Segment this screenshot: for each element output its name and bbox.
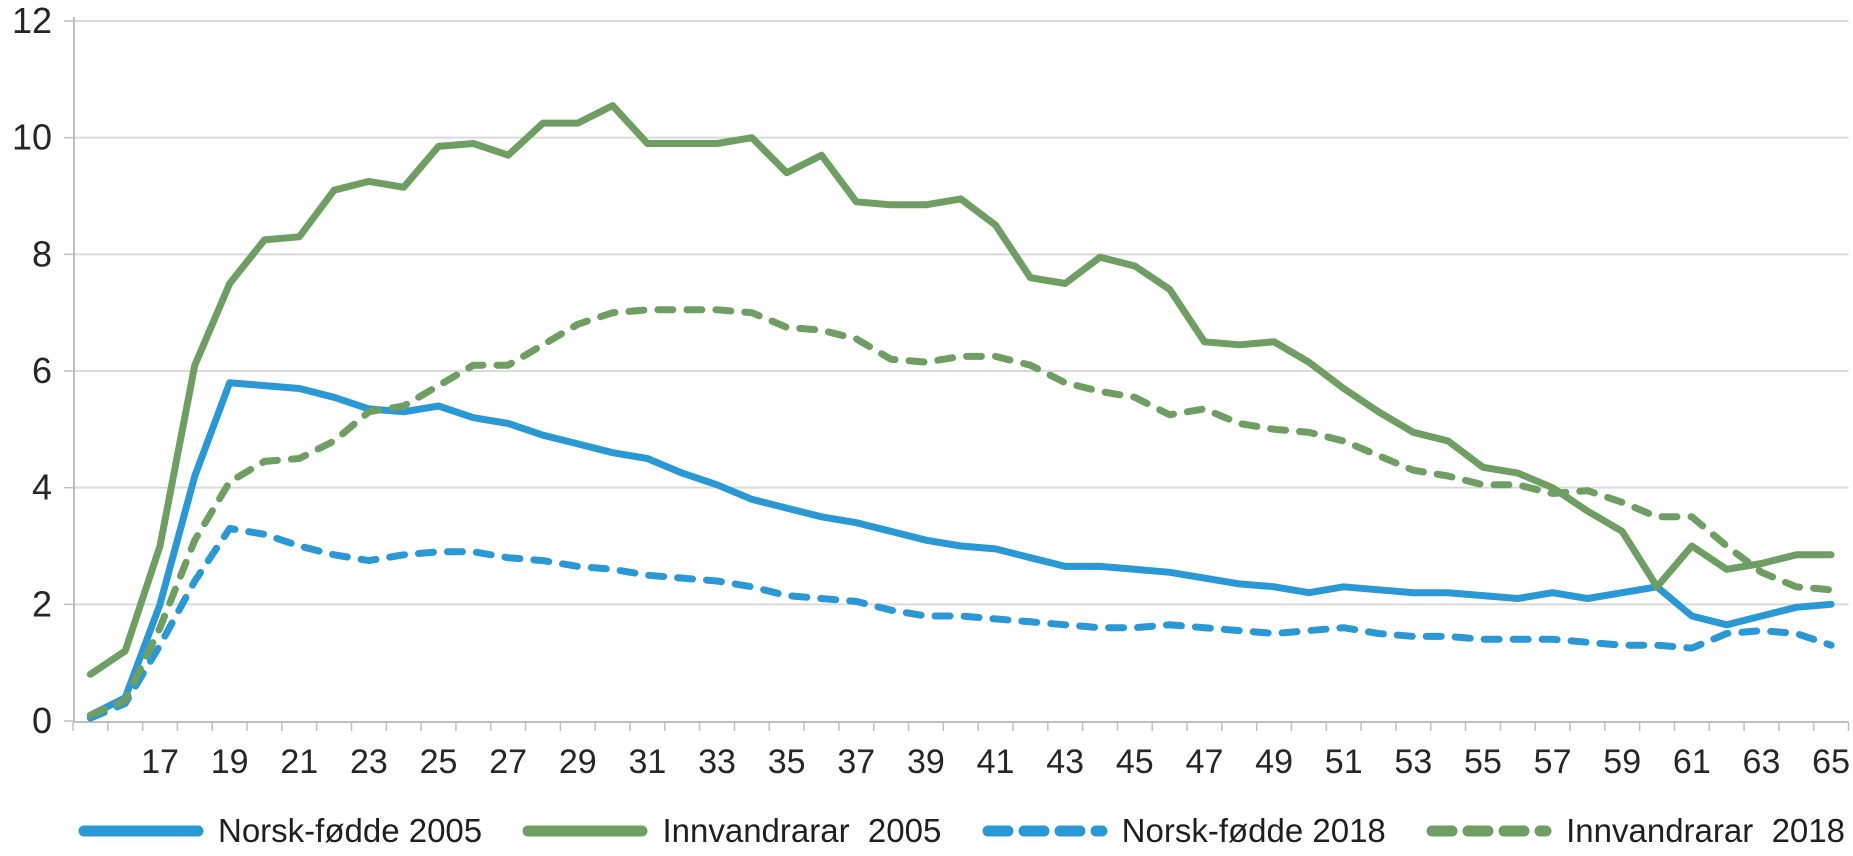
legend-item-innvandrarar-2005: Innvandrarar 2005 — [522, 812, 941, 850]
legend-label: Norsk-fødde 2018 — [1121, 812, 1386, 849]
x-axis-label: 19 — [211, 743, 249, 781]
x-axis-label: 57 — [1534, 743, 1572, 781]
x-axis-label: 65 — [1812, 743, 1850, 781]
x-axis-label: 35 — [768, 743, 806, 781]
y-axis-label: 8 — [32, 233, 52, 274]
x-axis-label: 17 — [141, 743, 179, 781]
x-axis-label: 23 — [350, 743, 388, 781]
y-axis-label: 4 — [32, 467, 52, 508]
x-axis-label: 29 — [559, 743, 597, 781]
y-axis-label: 12 — [12, 0, 52, 41]
y-axis-label: 2 — [32, 583, 52, 624]
series-line-innvandrarar-2018 — [86, 306, 1835, 719]
legend-label: Innvandrarar 2005 — [662, 812, 942, 849]
legend-label: Norsk-fødde 2005 — [218, 812, 483, 849]
x-axis-label: 51 — [1325, 743, 1363, 781]
y-axis-label: 6 — [32, 350, 52, 391]
x-axis-label: 47 — [1186, 743, 1224, 781]
x-axis-label: 41 — [977, 743, 1015, 781]
x-axis-label: 43 — [1046, 743, 1084, 781]
dashed-line-swatch-icon — [1426, 825, 1552, 837]
x-axis-label: 53 — [1394, 743, 1432, 781]
x-axis-label: 37 — [837, 743, 875, 781]
x-axis-label: 39 — [907, 743, 945, 781]
legend-item-innvandrarar-2018: Innvandrarar 2018 — [1426, 812, 1845, 850]
x-axis-label: 27 — [489, 743, 527, 781]
legend: Norsk-fødde 2005 Innvandrarar 2005 Norsk-f… — [78, 812, 1845, 850]
x-axis-label: 21 — [280, 743, 318, 781]
x-axis-label: 59 — [1603, 743, 1641, 781]
series-line-norsk-f-dde-2018 — [86, 525, 1835, 722]
x-axis-label: 61 — [1673, 743, 1711, 781]
dashed-line-swatch-icon — [982, 825, 1108, 837]
legend-item-norsk-f-dde-2005: Norsk-fødde 2005 — [78, 812, 482, 850]
solid-line-swatch-icon — [522, 825, 648, 837]
y-axis-label: 10 — [12, 117, 52, 158]
legend-label: Innvandrarar 2018 — [1566, 812, 1845, 849]
x-axis-label: 25 — [420, 743, 458, 781]
legend-item-norsk-f-dde-2018: Norsk-fødde 2018 — [982, 812, 1386, 850]
series-line-innvandrarar-2005 — [86, 102, 1835, 678]
x-axis-label: 55 — [1464, 743, 1502, 781]
x-axis-label: 31 — [629, 743, 667, 781]
x-axis-label: 33 — [698, 743, 736, 781]
solid-line-swatch-icon — [78, 825, 204, 837]
series-line-norsk-f-dde-2005 — [86, 379, 1835, 719]
x-axis-label: 49 — [1255, 743, 1293, 781]
x-axis-label: 45 — [1116, 743, 1154, 781]
x-axis-label: 63 — [1743, 743, 1781, 781]
y-axis-label: 0 — [32, 700, 52, 741]
